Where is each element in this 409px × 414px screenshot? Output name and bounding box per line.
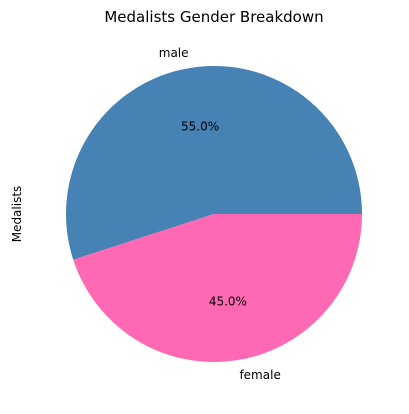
slice-percent-male: 55.0%	[181, 119, 219, 133]
slice-label-male: male	[159, 46, 189, 60]
slice-percent-female: 45.0%	[209, 295, 247, 309]
pie-slice-male	[66, 65, 362, 260]
pie-slice-female	[73, 214, 362, 362]
slice-label-female: female	[239, 368, 280, 382]
y-axis-label: Medalists	[10, 186, 24, 243]
pie-slices	[66, 65, 362, 362]
pie-labels: male 55.0% female 45.0%	[159, 46, 281, 382]
chart-title: Medalists Gender Breakdown	[104, 8, 323, 26]
